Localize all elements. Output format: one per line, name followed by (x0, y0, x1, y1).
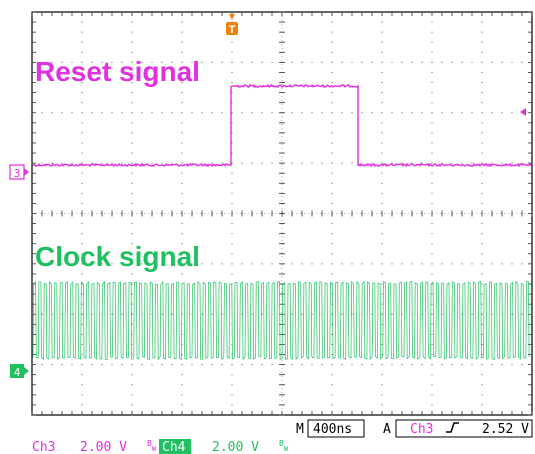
ch4-label: Ch4 (162, 440, 186, 454)
ch4-marker-label: 4 (14, 366, 21, 379)
trigger-level-value: 2.52 V (482, 422, 529, 437)
ch3-bw-sub: W (152, 445, 157, 453)
ch4-bw-marker: B (279, 439, 284, 448)
ch4-bw-sub: W (284, 445, 289, 453)
reset-signal-label: Reset signal (35, 56, 200, 87)
timebase-box[interactable] (307, 419, 365, 438)
rising-edge-icon (446, 422, 459, 433)
trigger-level-marker[interactable] (520, 108, 526, 116)
ch3-scale: 2.00 V (80, 440, 127, 454)
ch3-ground-marker[interactable]: 3 (9, 164, 29, 180)
ch3-marker-label: 3 (14, 167, 21, 180)
clock-signal-label: Clock signal (35, 241, 200, 272)
ch3-reset-waveform (32, 83, 532, 168)
ch3-label: Ch3 (32, 440, 55, 454)
ch4-label-box[interactable] (159, 439, 191, 454)
timebase-value: 400ns (313, 422, 352, 437)
trigger-box[interactable] (395, 419, 533, 438)
trigger-position-marker[interactable]: T (226, 14, 238, 36)
graticule-grid (31, 11, 533, 416)
ch3-bw-marker: B (147, 439, 152, 448)
trigger-marker-label: T (229, 24, 236, 36)
ch4-scale: 2.00 V (212, 440, 259, 454)
ch4-ground-marker[interactable]: 4 (10, 364, 29, 379)
trigger-prefix: A (383, 422, 391, 437)
trigger-source: Ch3 (410, 422, 433, 437)
timebase-prefix: M (296, 422, 304, 437)
ch4-clock-waveform (32, 280, 530, 361)
